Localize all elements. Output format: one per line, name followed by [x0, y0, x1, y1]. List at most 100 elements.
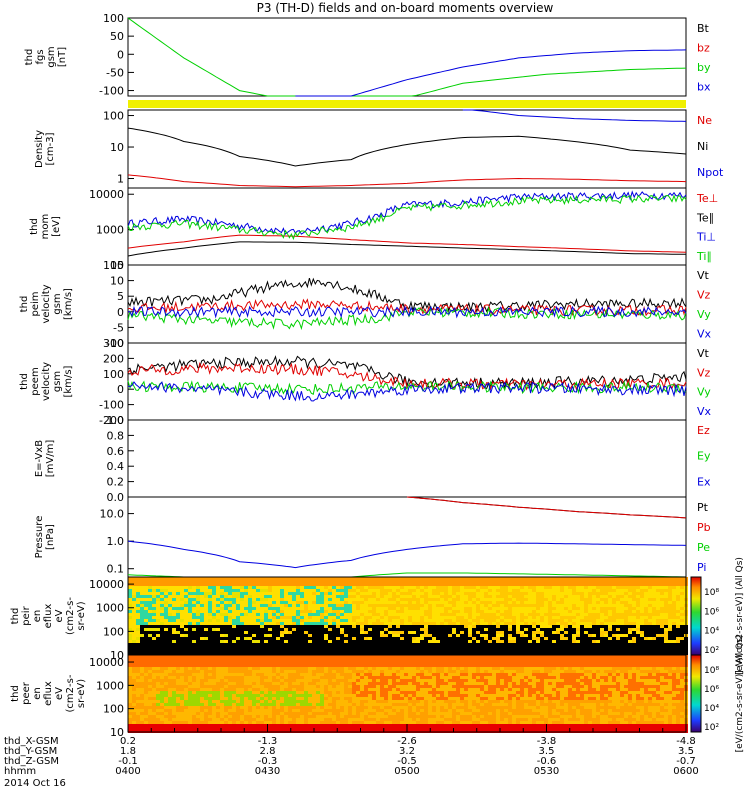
ytick-label: 1	[117, 173, 124, 186]
ylabel-line: velocity	[41, 284, 52, 323]
date-label: 2014 Oct 16	[4, 778, 66, 789]
ytick-label: 10	[110, 141, 124, 154]
ytick-label: 10000	[89, 188, 124, 201]
ytick-label: 10.0	[100, 508, 125, 521]
panel-frame	[127, 187, 687, 266]
ytick-label: 100	[103, 703, 124, 716]
xaxis-row-value: 3.5	[539, 746, 555, 757]
colorbar-label: [eV/(cm2-s-sr-eV)] (All Qs)	[735, 635, 745, 753]
xaxis-row-value: 3.5	[678, 746, 694, 757]
ytick-label: 5	[117, 290, 124, 303]
panel-fgs: 100 50 0 -50 -100 thd fgs gsm [nT] Bt bz by bx	[24, 12, 711, 108]
legend-bz: bz	[697, 42, 710, 55]
panel-peim_velocity: 15 10 5 0 -5 -10 thd peim velocity gsm [km/s] Vt Vz V…	[19, 259, 712, 350]
legend-Vy: Vy	[697, 386, 711, 399]
ylabel-line: E=-VxB	[34, 440, 45, 477]
ytick-label: -100	[99, 85, 124, 98]
xaxis-row-value: -0.7	[676, 756, 696, 767]
legend-Pt: Pt	[697, 501, 709, 514]
ylabel-line: (cm2-s-	[65, 674, 76, 712]
ylabel-line: Density	[34, 130, 45, 168]
xaxis-row-value: -2.6	[397, 736, 417, 747]
series-Pi	[127, 540, 687, 569]
ytick-label: 100	[103, 110, 124, 123]
ylabel-line: peir	[21, 605, 32, 625]
legend-Vz: Vz	[697, 366, 711, 379]
ylabel-line: en	[32, 610, 43, 623]
ylabel-line: sr-eV)	[76, 679, 87, 708]
ytick-label: 0.8	[107, 429, 125, 442]
ylabel-line: [km/s]	[63, 288, 74, 320]
ylabel-line: eV	[54, 609, 65, 622]
ytick-label: 100	[103, 625, 124, 638]
legend-Pi: Pi	[697, 561, 706, 574]
ytick-label: 0	[117, 48, 124, 61]
series-Vx	[127, 381, 687, 402]
series-Pb	[406, 496, 687, 519]
colorbar	[690, 654, 702, 733]
legend-Ez: Ez	[697, 424, 710, 437]
ylabel-line: en	[32, 687, 43, 700]
ylabel-line: gsm	[52, 293, 63, 314]
ytick-label: 100	[103, 12, 124, 25]
ylabel-line: peer	[21, 681, 32, 705]
colorbar-tick: 10²	[704, 723, 719, 733]
xaxis-row-value: 0530	[534, 766, 559, 777]
legend-bx: bx	[697, 81, 711, 94]
ytick-label: 0.4	[107, 460, 125, 473]
ylabel-line: gsm	[46, 46, 57, 67]
xaxis-row-value: -3.8	[537, 736, 557, 747]
legend-Vx: Vx	[697, 405, 712, 418]
panel-pressure: 10.0 1.0 0.1 Pressure [nPa] Pt Pb Pe Pi	[34, 496, 711, 578]
colorbar-tick: 10⁸	[704, 588, 719, 598]
ytick-label: 10	[110, 726, 124, 739]
colorbar-tick: 10⁶	[704, 685, 719, 695]
series-Ti∥	[127, 194, 687, 241]
xaxis-row-value: 3.2	[399, 746, 415, 757]
ytick-label: -10	[106, 337, 124, 350]
panel-frame	[127, 17, 687, 97]
ylabel-line: gsm	[52, 371, 63, 392]
ytick-label: 0.6	[107, 445, 125, 458]
xaxis-row-value: 0500	[394, 766, 419, 777]
colorbar-tick: 10⁴	[704, 704, 719, 714]
ytick-label: 10	[110, 275, 124, 288]
panel-efield: 1.0 0.8 0.6 0.4 0.2 0.0 E=-VxB [mV/m] Ez Ey Ex	[34, 414, 711, 504]
ylabel-line: thd	[24, 49, 35, 66]
panel-mom_temp: 10000 1000 100 thd mom [eV] Te⊥ Te∥ Ti⊥ Ti∥	[29, 187, 718, 272]
xaxis-row-value: -1.3	[258, 736, 278, 747]
panel-frame	[127, 419, 687, 498]
xaxis-row-value: -4.8	[676, 736, 696, 747]
colorbar-tick: 10⁴	[704, 627, 719, 637]
ytick-label: 100	[103, 259, 124, 272]
series-Te∥	[127, 241, 686, 257]
series-Ne	[127, 174, 687, 188]
ytick-label: -200	[99, 414, 124, 427]
legend-Vt: Vt	[697, 347, 710, 360]
legend-Ex: Ex	[697, 475, 711, 488]
ylabel-line: Pressure	[34, 516, 45, 559]
panel-density: 100 10 1 Density [cm-3] Ne Ni Npot	[34, 109, 724, 189]
ytick-label: 0	[117, 383, 124, 396]
ylabel-line: mom	[40, 214, 51, 240]
ytick-label: 0.2	[107, 476, 125, 489]
ylabel-line: thd	[29, 218, 40, 235]
xaxis-row-value: 0.2	[120, 736, 136, 747]
legend-Vz: Vz	[697, 289, 711, 302]
ylabel-line: peim	[30, 291, 41, 316]
ylabel-line: [cm-3]	[45, 132, 56, 165]
legend-Bt: Bt	[697, 22, 710, 35]
ylabel-line: [mV/m]	[45, 440, 56, 478]
xaxis-row-value: -0.5	[397, 756, 417, 767]
colorbar-tick: 10⁶	[704, 607, 719, 617]
legend-Ni: Ni	[697, 140, 708, 153]
series-Vz	[127, 298, 687, 317]
ylabel-line: eflux	[43, 604, 54, 629]
ytick-label: 1.0	[107, 535, 125, 548]
ytick-label: 1000	[96, 224, 124, 237]
ylabel-line: thd	[19, 373, 30, 390]
legend-Pb: Pb	[697, 521, 711, 534]
legend-Te∥: Te∥	[696, 211, 714, 224]
legend-by: by	[697, 61, 711, 74]
